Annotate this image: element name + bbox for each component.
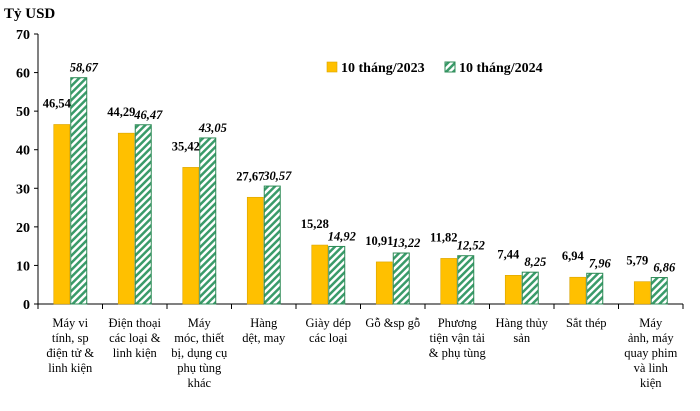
category-label: Điện thoại các loại & linh kiện [108,316,161,360]
bar-2024 [328,245,346,305]
category-label: Gỗ &sp gỗ [365,316,421,330]
value-label-2024: 12,52 [457,239,485,253]
bar-2024 [70,77,88,305]
y-tick-label: 0 [23,298,30,313]
y-tick-label: 60 [16,67,30,82]
y-tick-label: 20 [16,221,30,236]
value-label-2024: 8,25 [524,255,546,269]
y-tick-label: 70 [16,28,30,43]
bar-2023 [375,261,393,305]
axes: 0 10 20 30 40 50 60 70 [16,28,684,313]
category-label: Hàng thủy sản [495,316,548,345]
value-label-2023: 5,79 [626,254,648,268]
bar-2023 [569,276,587,305]
bar-2024 [199,137,217,305]
category-label: Máy móc, thiết bị, dụng cụ phụ tùng khác [171,316,228,390]
value-label-2024: 7,96 [589,256,612,270]
bars [53,77,668,305]
legend: 10 tháng/2023 10 tháng/2024 [326,61,543,76]
value-label-2023: 35,42 [172,139,200,153]
legend-label-2023: 10 tháng/2023 [341,61,425,76]
value-label-2023: 44,29 [107,105,135,119]
category-label: Phương tiện vận tải & phụ tùng [428,316,486,360]
bar-2024 [521,271,539,305]
value-label-2024: 43,05 [198,121,227,135]
category-label: Hàng dệt, may [242,316,286,345]
value-label-2023: 6,94 [562,249,585,263]
bar-2024 [586,272,604,305]
value-label-2023: 7,44 [497,247,520,261]
value-label-2023: 10,91 [365,234,393,248]
value-label-2023: 46,54 [43,96,72,110]
bar-2024 [650,277,668,305]
legend-swatch-2024 [444,61,456,73]
bar-2023 [53,124,71,305]
category-label: Giày dép các loại [305,316,351,345]
legend-swatch-2023 [326,61,338,73]
category-label: Máy ảnh, máy quay phim và linh kiện [624,316,678,390]
bar-2023 [440,258,458,305]
y-tick-label: 10 [16,259,30,274]
value-label-2023: 15,28 [301,217,329,231]
category-label: Máy vi tính, sp điện tử & linh kiện [46,316,95,375]
value-label-2024: 58,67 [70,61,99,75]
bar-2023 [246,196,264,305]
y-tick-label: 30 [16,182,30,197]
bar-2023 [117,132,135,305]
bar-2024 [263,185,281,305]
value-label-2024: 46,47 [133,108,163,122]
bar-2024 [392,252,410,305]
value-label-2023: 11,82 [430,230,457,244]
y-tick-label: 50 [16,105,30,120]
bar-2023 [504,275,522,305]
category-label: Sắt thép [565,316,607,330]
value-label-2024: 6,86 [653,261,676,275]
legend-label-2024: 10 tháng/2024 [459,61,543,76]
value-label-2023: 27,67 [236,169,264,183]
bar-2023 [633,281,651,305]
value-label-2024: 30,57 [262,169,292,183]
value-label-2024: 14,92 [328,229,356,243]
bar-2023 [311,244,329,305]
bar-2023 [182,167,200,305]
bar-2024 [457,255,475,305]
bar-2024 [134,124,152,305]
y-tick-label: 40 [16,144,30,159]
value-label-2024: 13,22 [392,236,420,250]
y-axis-title: Tỷ USD [4,6,55,22]
